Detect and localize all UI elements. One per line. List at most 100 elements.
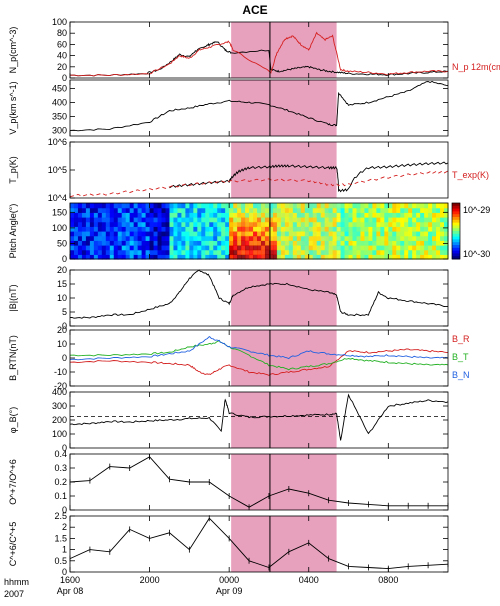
heatmap-cell xyxy=(368,221,373,227)
y-tick-label: 20 xyxy=(57,265,67,275)
heatmap-cell xyxy=(412,249,417,255)
heatmap-cell xyxy=(85,207,91,213)
heatmap-cell xyxy=(197,245,202,251)
heatmap-cell xyxy=(364,203,370,209)
heatmap-cell xyxy=(241,249,246,255)
heatmap-cell xyxy=(416,245,421,251)
heatmap-cell xyxy=(396,221,401,227)
heatmap-cell xyxy=(360,203,366,209)
heatmap-cell xyxy=(105,254,111,260)
heatmap-cell xyxy=(229,207,234,213)
heatmap-cell xyxy=(145,226,151,232)
y-tick-label: 100 xyxy=(52,429,67,439)
heatmap-cell xyxy=(201,245,206,251)
heatmap-cell xyxy=(400,240,405,246)
heatmap-cell xyxy=(416,207,421,213)
heatmap-cell xyxy=(384,212,389,218)
heatmap-cell xyxy=(77,235,83,241)
heatmap-cell xyxy=(292,240,298,246)
heatmap-cell xyxy=(356,217,362,223)
heatmap-cell xyxy=(169,217,175,223)
heatmap-cell xyxy=(85,235,91,241)
y-tick-label: 1 xyxy=(62,545,67,555)
heatmap-cell xyxy=(145,217,151,223)
heatmap-cell xyxy=(153,207,159,213)
highlight-band xyxy=(231,22,337,78)
heatmap-cell xyxy=(229,235,234,241)
heatmap-cell xyxy=(432,254,437,260)
heatmap-cell xyxy=(288,254,294,260)
heatmap-cell xyxy=(336,221,342,227)
heatmap-cell xyxy=(288,212,294,218)
heatmap-cell xyxy=(344,217,350,223)
heatmap-cell xyxy=(340,212,346,218)
heatmap-cell xyxy=(328,226,334,232)
heatmap-cell xyxy=(201,240,206,246)
heatmap-cell xyxy=(237,207,242,213)
heatmap-cell xyxy=(185,249,190,255)
heatmap-cell xyxy=(169,254,175,260)
heatmap-cell xyxy=(129,221,135,227)
heatmap-cell xyxy=(352,203,358,209)
heatmap-cell xyxy=(181,240,186,246)
heatmap-cell xyxy=(400,207,405,213)
heatmap-cell xyxy=(336,217,342,223)
heatmap-cell xyxy=(328,235,334,241)
y-tick-label: 0 xyxy=(62,254,67,264)
x-tick-label: 0000 xyxy=(219,575,239,585)
heatmap-cell xyxy=(284,203,290,209)
heatmap-cell xyxy=(121,254,127,260)
heatmap-cell xyxy=(408,254,413,260)
heatmap-cell xyxy=(73,217,79,223)
colorbar-cell xyxy=(452,239,460,243)
heatmap-cell xyxy=(141,254,147,260)
heatmap-cell xyxy=(332,226,338,232)
heatmap-cell xyxy=(424,203,429,209)
heatmap-cell xyxy=(420,221,425,227)
heatmap-cell xyxy=(141,203,147,209)
colorbar-cell xyxy=(452,250,460,254)
heatmap-cell xyxy=(233,245,238,251)
heatmap-cell xyxy=(205,207,210,213)
y-tick-label: 100 xyxy=(52,17,67,27)
colorbar-cell xyxy=(452,245,460,249)
heatmap-cell xyxy=(440,231,445,237)
heatmap-cell xyxy=(364,245,370,251)
heatmap-cell xyxy=(396,249,401,255)
heatmap-cell xyxy=(324,245,330,251)
heatmap-cell xyxy=(432,217,437,223)
heatmap-cell xyxy=(89,226,95,232)
heatmap-cell xyxy=(157,249,163,255)
heatmap-cell xyxy=(264,240,270,246)
heatmap-cell xyxy=(73,221,79,227)
heatmap-cell xyxy=(241,235,246,241)
heatmap-cell xyxy=(296,249,302,255)
heatmap-cell xyxy=(117,245,123,251)
heatmap-cell xyxy=(336,249,342,255)
heatmap-cell xyxy=(408,231,413,237)
heatmap-cell xyxy=(316,207,322,213)
heatmap-cell xyxy=(89,217,95,223)
heatmap-cell xyxy=(376,207,381,213)
heatmap-cell xyxy=(153,240,159,246)
heatmap-cell xyxy=(348,212,354,218)
heatmap-cell xyxy=(257,245,262,251)
heatmap-cell xyxy=(249,212,254,218)
heatmap-cell xyxy=(356,245,362,251)
heatmap-cell xyxy=(360,212,366,218)
heatmap-cell xyxy=(137,226,143,232)
heatmap-cell xyxy=(70,203,75,209)
heatmap-cell xyxy=(97,217,103,223)
heatmap-cell xyxy=(316,249,322,255)
heatmap-cell xyxy=(81,207,87,213)
heatmap-cell xyxy=(420,235,425,241)
heatmap-cell xyxy=(141,235,147,241)
heatmap-cell xyxy=(332,231,338,237)
y-tick-label: 20 xyxy=(57,62,67,72)
heatmap-cell xyxy=(412,231,417,237)
heatmap-cell xyxy=(173,203,179,209)
heatmap-cell xyxy=(225,207,230,213)
heatmap-cell xyxy=(161,240,167,246)
heatmap-cell xyxy=(225,249,230,255)
panel-8: 00.51 1.522.5 C^+6/C^+5 xyxy=(8,511,449,577)
